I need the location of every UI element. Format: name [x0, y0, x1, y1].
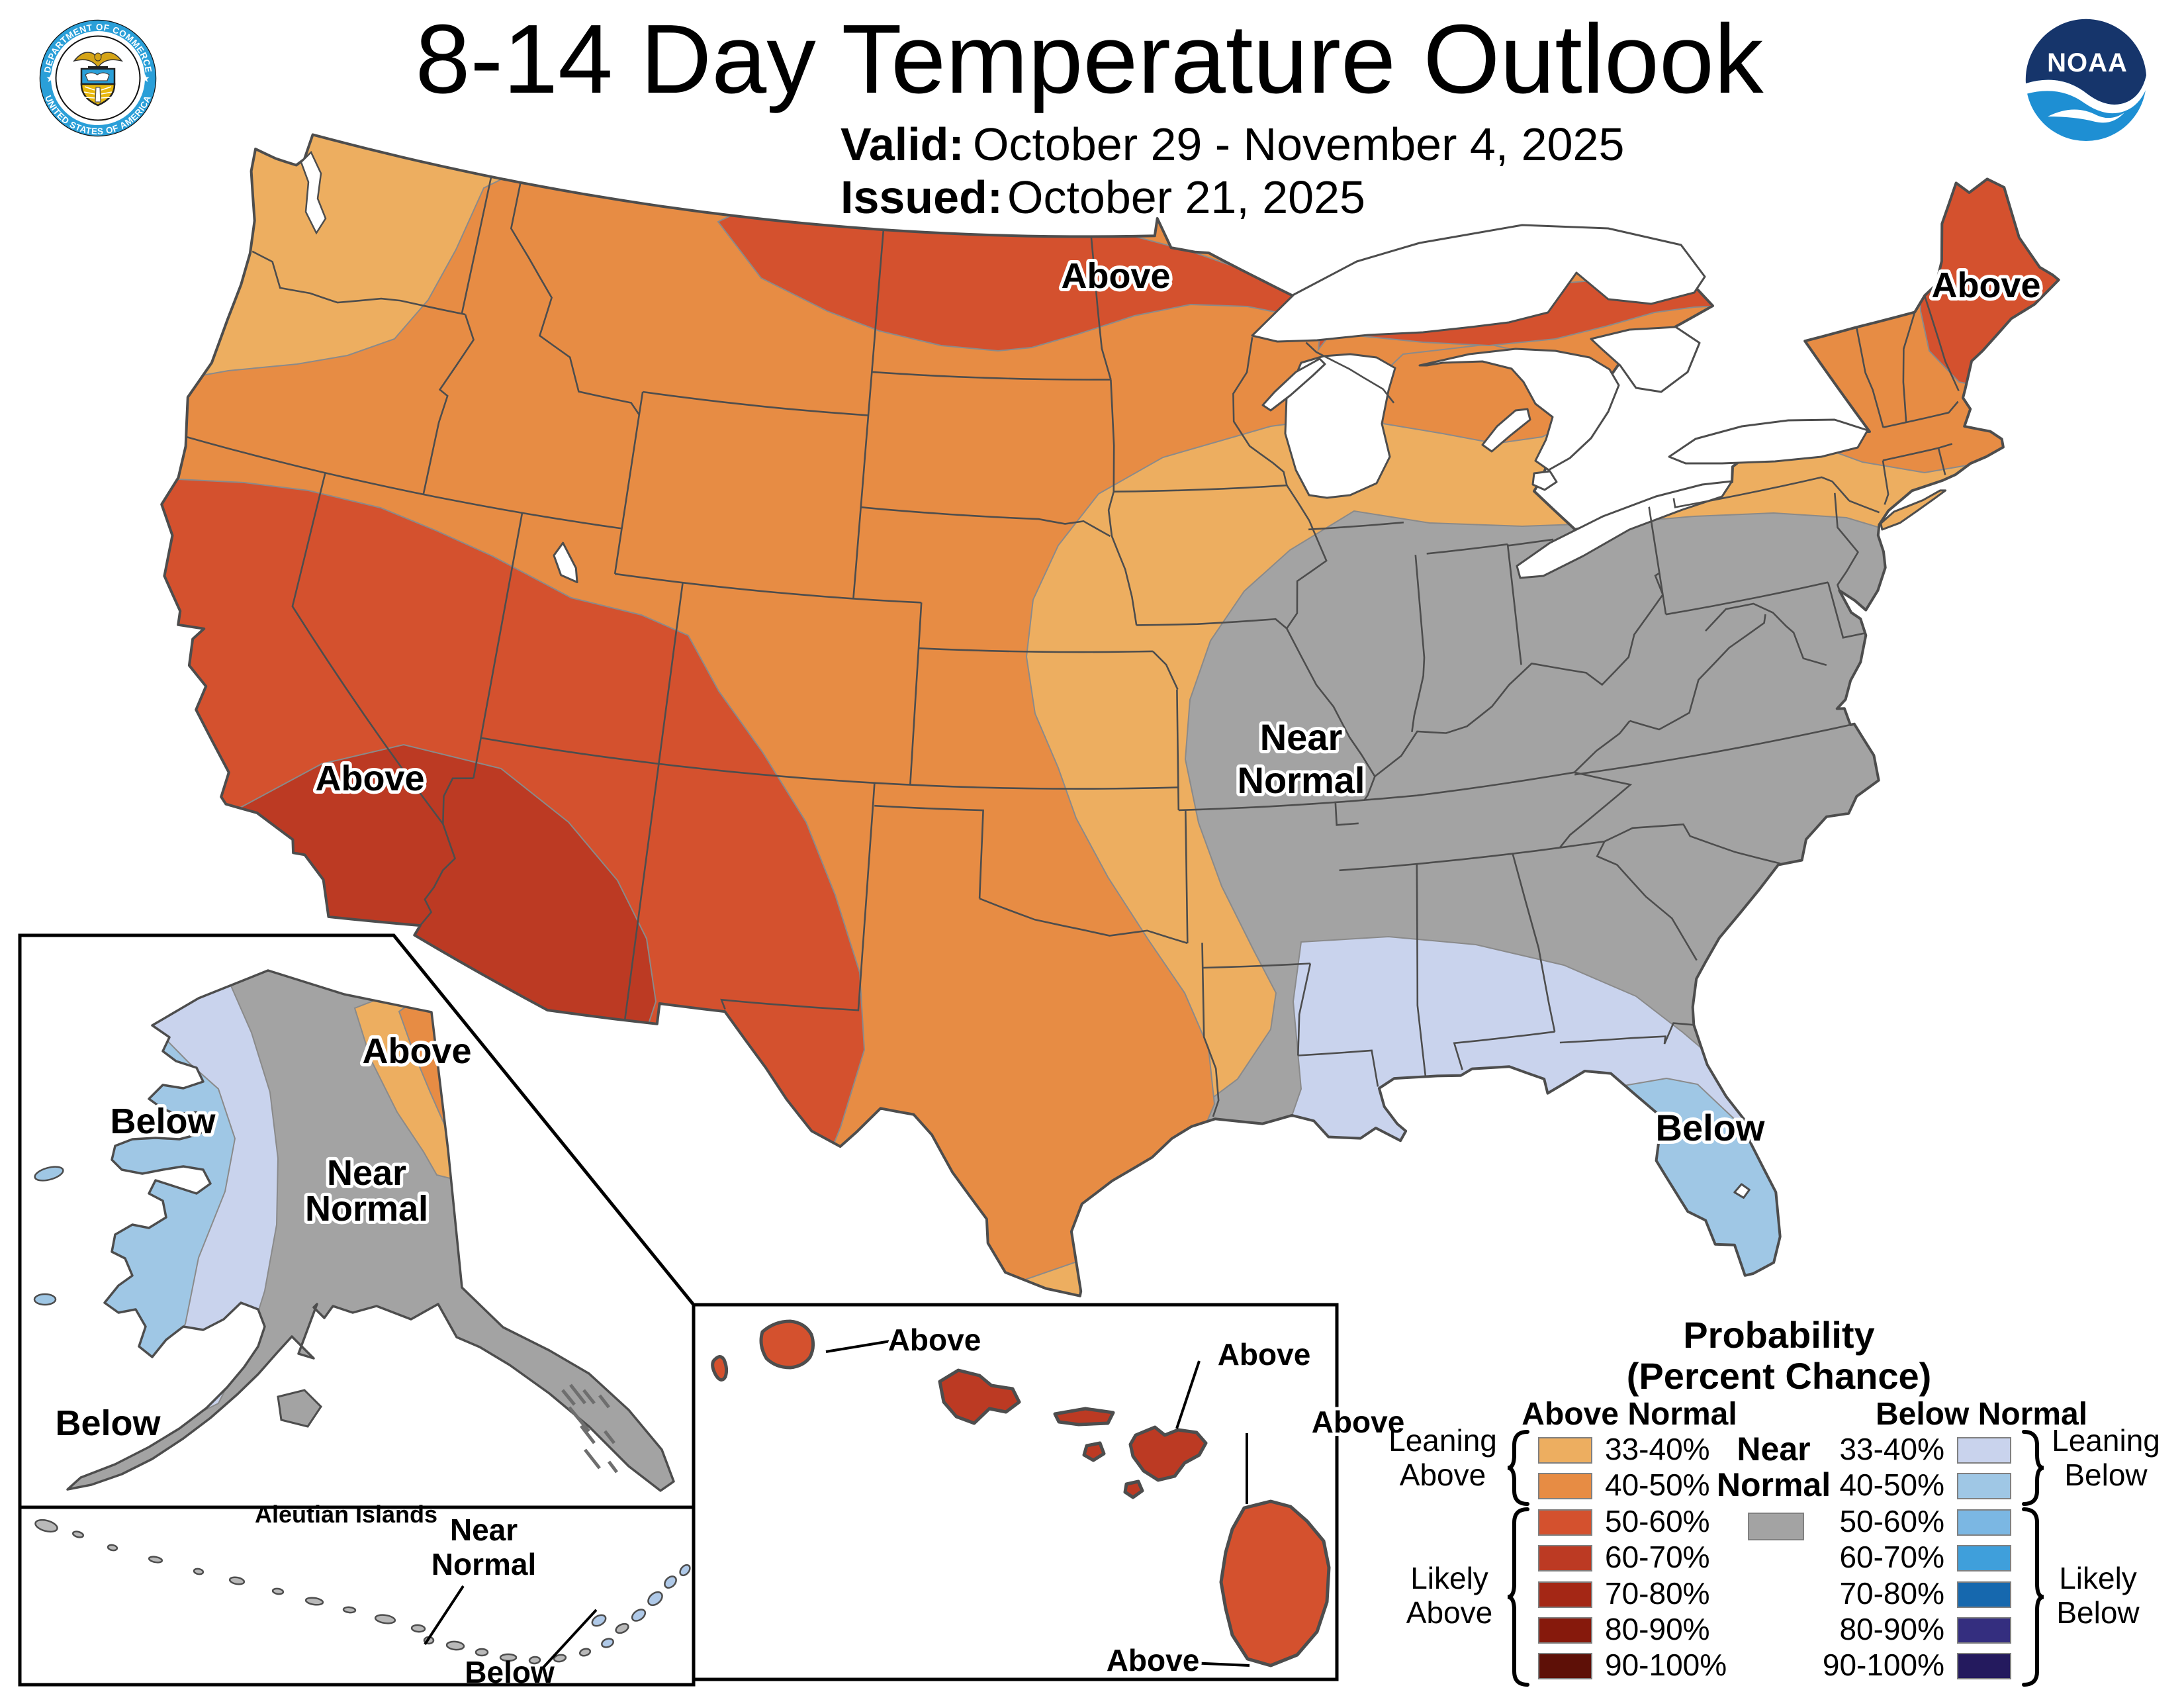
svg-text:Normal: Normal	[1717, 1466, 1831, 1503]
svg-text:October 29 - November 4, 2025: October 29 - November 4, 2025	[973, 118, 1624, 170]
svg-text:Above: Above	[1218, 1337, 1311, 1372]
svg-text:Below: Below	[1656, 1107, 1765, 1149]
svg-text:Near: Near	[450, 1513, 518, 1547]
svg-text:40-50%: 40-50%	[1839, 1468, 1944, 1502]
svg-text:Below Normal: Below Normal	[1876, 1397, 2087, 1432]
svg-text:90-100%: 90-100%	[1823, 1648, 1944, 1682]
svg-text:Normal: Normal	[1238, 759, 1365, 801]
svg-text:Above: Above	[315, 759, 424, 798]
svg-text:NOAA: NOAA	[2047, 48, 2128, 77]
svg-text:60-70%: 60-70%	[1839, 1540, 1944, 1574]
svg-text:Above: Above	[1061, 256, 1170, 296]
svg-text:50-60%: 50-60%	[1839, 1504, 1944, 1538]
svg-text:60-70%: 60-70%	[1605, 1540, 1710, 1574]
svg-text:Issued:: Issued:	[841, 171, 1003, 223]
svg-text:Aleutian Islands: Aleutian Islands	[255, 1501, 437, 1528]
svg-text:Above: Above	[1931, 265, 2040, 305]
svg-text:Above: Above	[1107, 1643, 1200, 1677]
svg-text:Likely: Likely	[2059, 1561, 2137, 1595]
svg-text:Likely: Likely	[1410, 1561, 1488, 1595]
svg-text:40-50%: 40-50%	[1605, 1468, 1710, 1502]
svg-text:80-90%: 80-90%	[1605, 1612, 1710, 1646]
svg-text:Above Normal: Above Normal	[1522, 1397, 1737, 1432]
svg-text:Normal: Normal	[305, 1189, 428, 1229]
svg-text:Near: Near	[1260, 716, 1343, 758]
svg-text:October 21, 2025: October 21, 2025	[1007, 171, 1365, 223]
svg-text:Valid:: Valid:	[841, 118, 964, 170]
svg-text:33-40%: 33-40%	[1605, 1432, 1710, 1466]
svg-text:Leaning: Leaning	[1388, 1423, 1497, 1458]
svg-text:Below: Below	[110, 1102, 216, 1141]
svg-text:Below: Below	[2056, 1595, 2140, 1630]
svg-text:Near: Near	[327, 1153, 406, 1193]
svg-text:70-80%: 70-80%	[1605, 1576, 1710, 1611]
svg-text:70-80%: 70-80%	[1839, 1576, 1944, 1611]
svg-text:Below: Below	[2064, 1458, 2148, 1492]
svg-text:Probability: Probability	[1683, 1314, 1874, 1356]
svg-text:50-60%: 50-60%	[1605, 1504, 1710, 1538]
svg-text:Below: Below	[55, 1403, 161, 1443]
svg-text:(Percent Chance): (Percent Chance)	[1627, 1355, 1932, 1397]
svg-text:Normal: Normal	[432, 1547, 536, 1581]
svg-text:Above: Above	[888, 1323, 981, 1357]
svg-text:Above: Above	[1406, 1595, 1492, 1630]
svg-text:80-90%: 80-90%	[1839, 1612, 1944, 1646]
svg-text:Leaning: Leaning	[2052, 1423, 2160, 1458]
svg-text:90-100%: 90-100%	[1605, 1648, 1727, 1682]
svg-text:Near: Near	[1737, 1430, 1810, 1468]
svg-text:Above: Above	[362, 1031, 471, 1071]
svg-text:Above: Above	[1312, 1405, 1405, 1439]
svg-text:Above: Above	[1400, 1458, 1486, 1492]
svg-text:Below: Below	[465, 1655, 555, 1688]
svg-text:8-14 Day Temperature Outlook: 8-14 Day Temperature Outlook	[416, 5, 1764, 114]
svg-text:33-40%: 33-40%	[1839, 1432, 1944, 1466]
